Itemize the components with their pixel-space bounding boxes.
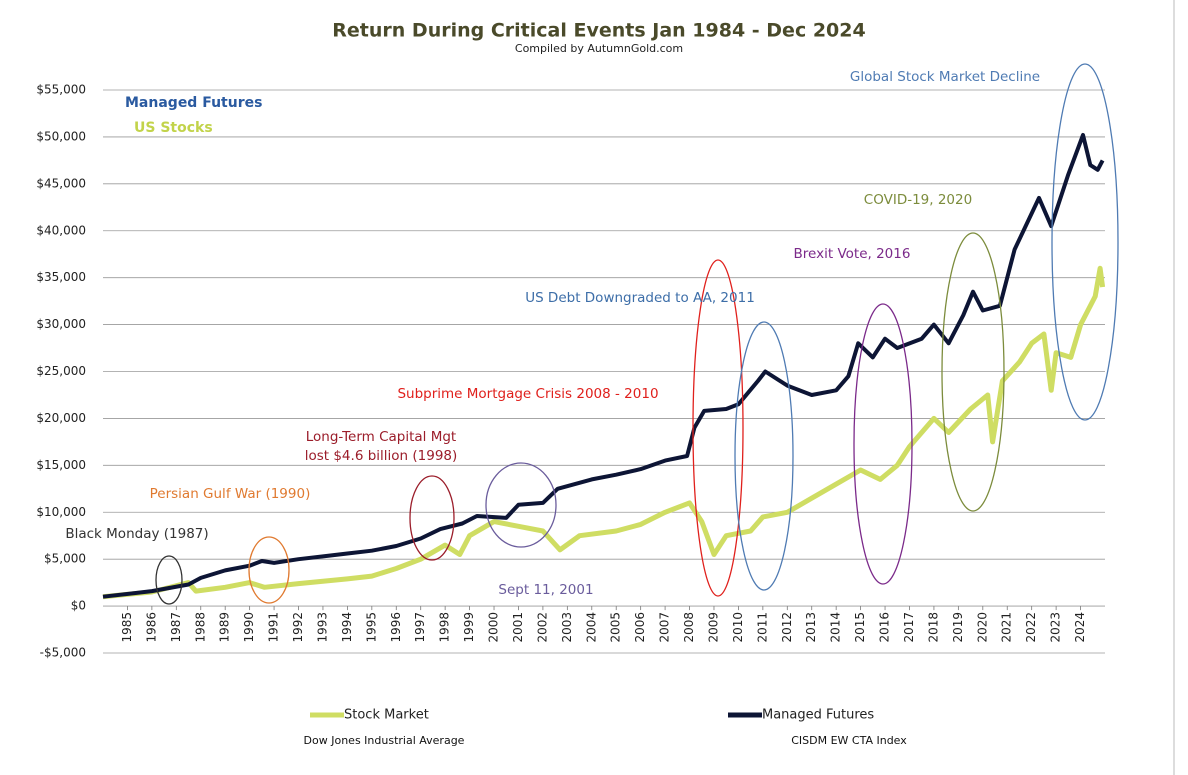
x-tick-label: 2017 [902, 612, 916, 643]
event-ellipses [155, 63, 1119, 605]
ellipse [485, 462, 557, 548]
x-tick-label: 1990 [242, 612, 256, 643]
x-tick-label: 2021 [1000, 612, 1014, 643]
y-tick-label: $20,000 [36, 411, 86, 425]
x-tick-label: 1985 [120, 612, 134, 643]
x-tick-label: 2010 [731, 612, 745, 643]
x-tick-label: 2020 [975, 612, 989, 643]
annotation: Global Stock Market Decline [850, 69, 1040, 85]
ellipse [853, 303, 913, 585]
x-tick-label: 1991 [267, 612, 281, 643]
ellipse [248, 536, 290, 604]
y-tick-label: $15,000 [36, 458, 86, 472]
annotation: lost $4.6 billion (1998) [305, 448, 458, 464]
x-tick-label: 2000 [487, 612, 501, 643]
x-tick-label: 1992 [291, 612, 305, 643]
x-tick-label: 2018 [926, 612, 940, 643]
x-tick-label: 2024 [1073, 612, 1087, 643]
series-line [102, 133, 1105, 599]
x-tick-label: 2007 [658, 612, 672, 643]
legend-source: Dow Jones Industrial Average [304, 734, 465, 747]
x-tick-label: 1987 [169, 612, 183, 643]
legend: Stock Market Dow Jones Industrial Average… [304, 708, 908, 748]
annotation: Persian Gulf War (1990) [150, 486, 311, 502]
x-tick-label: 2013 [804, 612, 818, 643]
x-tick-label: 1988 [193, 612, 207, 643]
annotation: Subprime Mortgage Crisis 2008 - 2010 [397, 386, 658, 402]
chart-subtitle: Compiled by AutumnGold.com [515, 42, 683, 55]
ellipse [409, 475, 455, 561]
annotation: Long-Term Capital Mgt [306, 429, 456, 445]
y-tick-label: $40,000 [36, 223, 86, 237]
x-tick-label: 2006 [633, 612, 647, 643]
x-tick-label: 1993 [315, 612, 329, 643]
x-tick-label: 2001 [511, 612, 525, 643]
ellipse [941, 232, 1005, 512]
x-tick-label: 1994 [340, 612, 354, 643]
x-tick-label: 2019 [951, 612, 965, 643]
x-tick-label: 1986 [144, 612, 158, 643]
legend-label: Managed Futures [762, 708, 874, 723]
y-tick-label: $10,000 [36, 505, 86, 519]
inline-label: US Stocks [134, 120, 213, 136]
x-tick-label: 2014 [829, 612, 843, 643]
x-tick-label: 1995 [364, 612, 378, 643]
series-line [102, 265, 1106, 600]
y-tick-label: $50,000 [36, 129, 86, 143]
ellipse [734, 321, 794, 591]
x-tick-label: 1989 [218, 612, 232, 643]
x-tick-label: 2022 [1024, 612, 1038, 643]
x-tick-label: 2012 [780, 612, 794, 643]
y-tick-label: $5,000 [44, 552, 86, 566]
x-tick-label: 1999 [462, 612, 476, 643]
grid: -$5,000 $0 $5,000 $10,000 $15,000 $20,000 $25,… [36, 83, 1105, 660]
annotation: US Debt Downgraded to AA, 2011 [525, 290, 755, 306]
x-tick-label: 2008 [682, 612, 696, 643]
annotation: Sept 11, 2001 [498, 582, 593, 598]
inline-label: Managed Futures [125, 95, 262, 111]
legend-label: Stock Market [344, 708, 429, 723]
chart-title: Return During Critical Events Jan 1984 -… [332, 20, 865, 42]
x-tick-label: 1998 [438, 612, 452, 643]
y-tick-label: $35,000 [36, 270, 86, 284]
annotation: Black Monday (1987) [65, 526, 208, 542]
x-tick-label: 2009 [706, 612, 720, 643]
y-tick-label: $55,000 [36, 83, 86, 97]
x-tick-label: 2023 [1049, 612, 1063, 643]
x-tick-label: 1997 [413, 612, 427, 643]
x-tick-label: 1996 [389, 612, 403, 643]
x-tick-label: 2005 [609, 612, 623, 643]
y-tick-label: -$5,000 [40, 646, 86, 660]
ellipse [692, 259, 744, 597]
legend-source: CISDM EW CTA Index [791, 734, 907, 747]
x-tick-label: 2002 [535, 612, 549, 643]
x-tick-label: 2016 [878, 612, 892, 643]
y-tick-label: $0 [71, 599, 86, 613]
x-tick-label: 2003 [560, 612, 574, 643]
x-tick-label: 2011 [755, 612, 769, 643]
y-tick-label: $30,000 [36, 317, 86, 331]
ellipse [155, 555, 183, 605]
y-tick-label: $25,000 [36, 364, 86, 378]
y-tick-label: $45,000 [36, 176, 86, 190]
annotation: Brexit Vote, 2016 [794, 246, 911, 262]
x-tick-label: 2015 [853, 612, 867, 643]
annotations: Global Stock Market Decline COVID-19, 20… [65, 69, 1040, 598]
ellipse [1051, 63, 1119, 421]
plot-lines [102, 133, 1106, 600]
annotation: COVID-19, 2020 [864, 192, 972, 208]
x-tick-label: 2004 [584, 612, 598, 643]
